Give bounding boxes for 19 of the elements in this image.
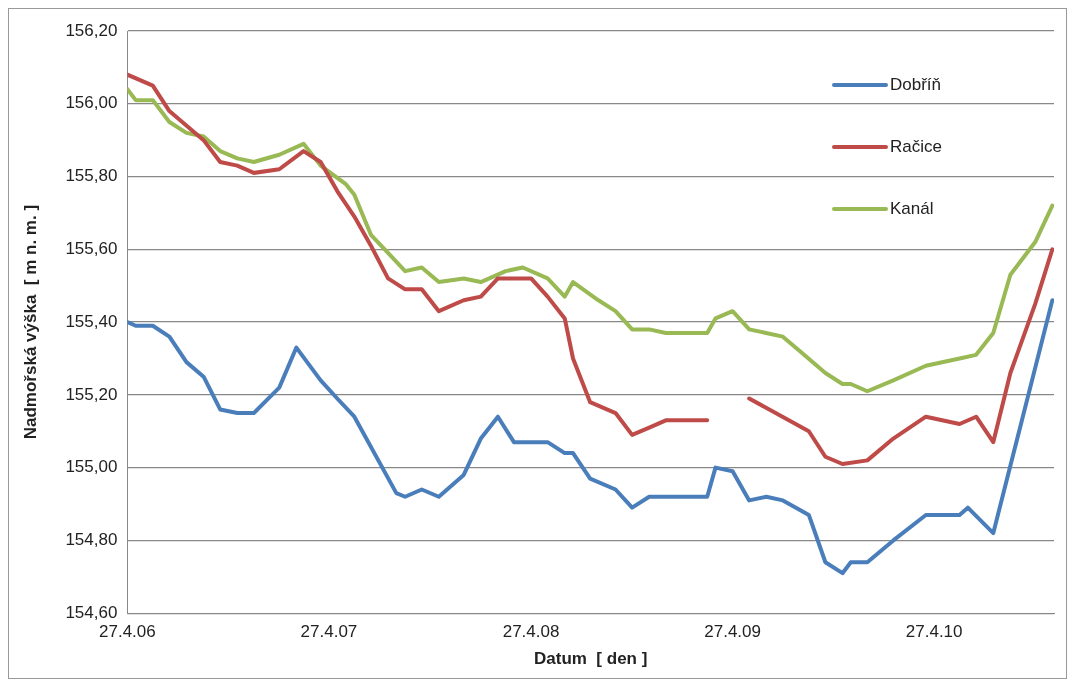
x-tick-label: 27.4.07 xyxy=(300,622,358,642)
x-tick-label: 27.4.06 xyxy=(99,622,156,642)
y-tick-label: 155,00 xyxy=(65,457,118,477)
y-tick-label: 155,80 xyxy=(65,166,118,186)
legend-label: Dobříň xyxy=(890,74,942,94)
y-tick-label: 156,00 xyxy=(65,93,118,113)
legend-label: Račice xyxy=(890,136,942,156)
x-tick-label: 27.4.08 xyxy=(502,622,560,642)
y-tick-label: 155,60 xyxy=(65,239,118,259)
y-axis-title: Nadmořská výška [ m n. m. ] xyxy=(20,204,40,440)
y-tick-label: 154,60 xyxy=(65,602,118,622)
y-tick-label: 155,40 xyxy=(65,311,118,331)
legend-label: Kanál xyxy=(890,198,934,218)
x-axis-title: Datum [ den ] xyxy=(534,649,648,669)
x-tick-label: 27.4.10 xyxy=(905,622,963,642)
x-tick-label: 27.4.09 xyxy=(704,622,761,642)
y-tick-label: 156,20 xyxy=(65,20,118,40)
y-tick-label: 154,80 xyxy=(65,530,118,550)
y-tick-label: 155,20 xyxy=(65,384,118,404)
